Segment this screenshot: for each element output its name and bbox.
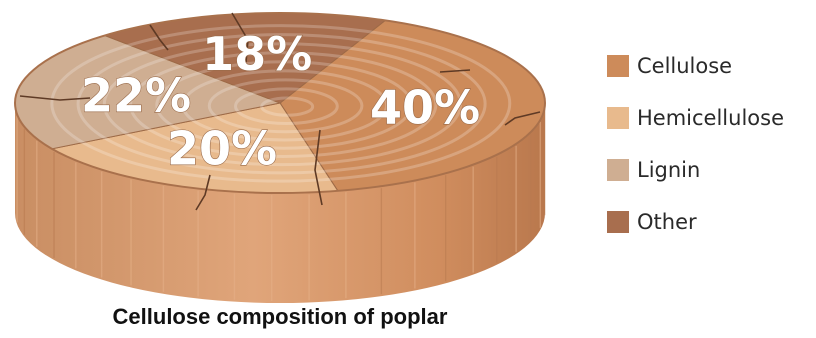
legend-label: Hemicellulose	[637, 106, 784, 130]
disk-side-band	[15, 103, 545, 303]
legend-swatch	[607, 55, 629, 77]
disk-rim	[14, 12, 546, 194]
slice-label-other: 18%	[202, 27, 312, 81]
slice-labels: 40% 20%22%18%	[80, 27, 480, 177]
growth-ring	[129, 51, 438, 158]
legend-item-other: Other	[607, 208, 784, 236]
wood-crack	[231, 12, 249, 63]
cracks	[19, 12, 541, 211]
legend-label: Lignin	[637, 158, 701, 182]
growth-ring	[260, 96, 315, 117]
wood-crack	[19, 95, 91, 101]
wood-crack	[149, 24, 169, 51]
disk-side	[15, 103, 546, 303]
legend-swatch	[607, 107, 629, 129]
legend-label: Other	[637, 210, 697, 234]
chart-title: Cellulose composition of poplar	[112, 304, 448, 329]
legend-item-cellulose: Cellulose	[607, 52, 784, 80]
legend-label: Cellulose	[637, 54, 733, 78]
legend-swatch	[607, 159, 629, 181]
growth-ring	[181, 69, 389, 142]
pie-slices	[14, 12, 546, 194]
growth-ring	[234, 87, 339, 125]
growth-ring	[102, 42, 462, 167]
legend-item-lignin: Lignin	[607, 156, 784, 184]
slice-label-hemicellulose: 20%	[167, 121, 277, 175]
legend: Cellulose Hemicellulose Lignin Other	[607, 52, 784, 260]
growth-ring	[50, 24, 512, 183]
legend-swatch	[607, 211, 629, 233]
slice-label-lignin: 22%	[81, 68, 191, 122]
slice-label-cellulose: 40%	[370, 81, 480, 135]
growth-ring	[155, 60, 413, 150]
growth-ring	[76, 33, 487, 175]
wood-crack	[195, 174, 211, 211]
wood-crack	[504, 111, 541, 126]
growth-rings	[14, 12, 546, 194]
legend-item-hemicellulose: Hemicellulose	[607, 104, 784, 132]
wood-crack	[439, 69, 471, 73]
wood-crack	[314, 129, 323, 206]
growth-ring	[207, 78, 364, 134]
